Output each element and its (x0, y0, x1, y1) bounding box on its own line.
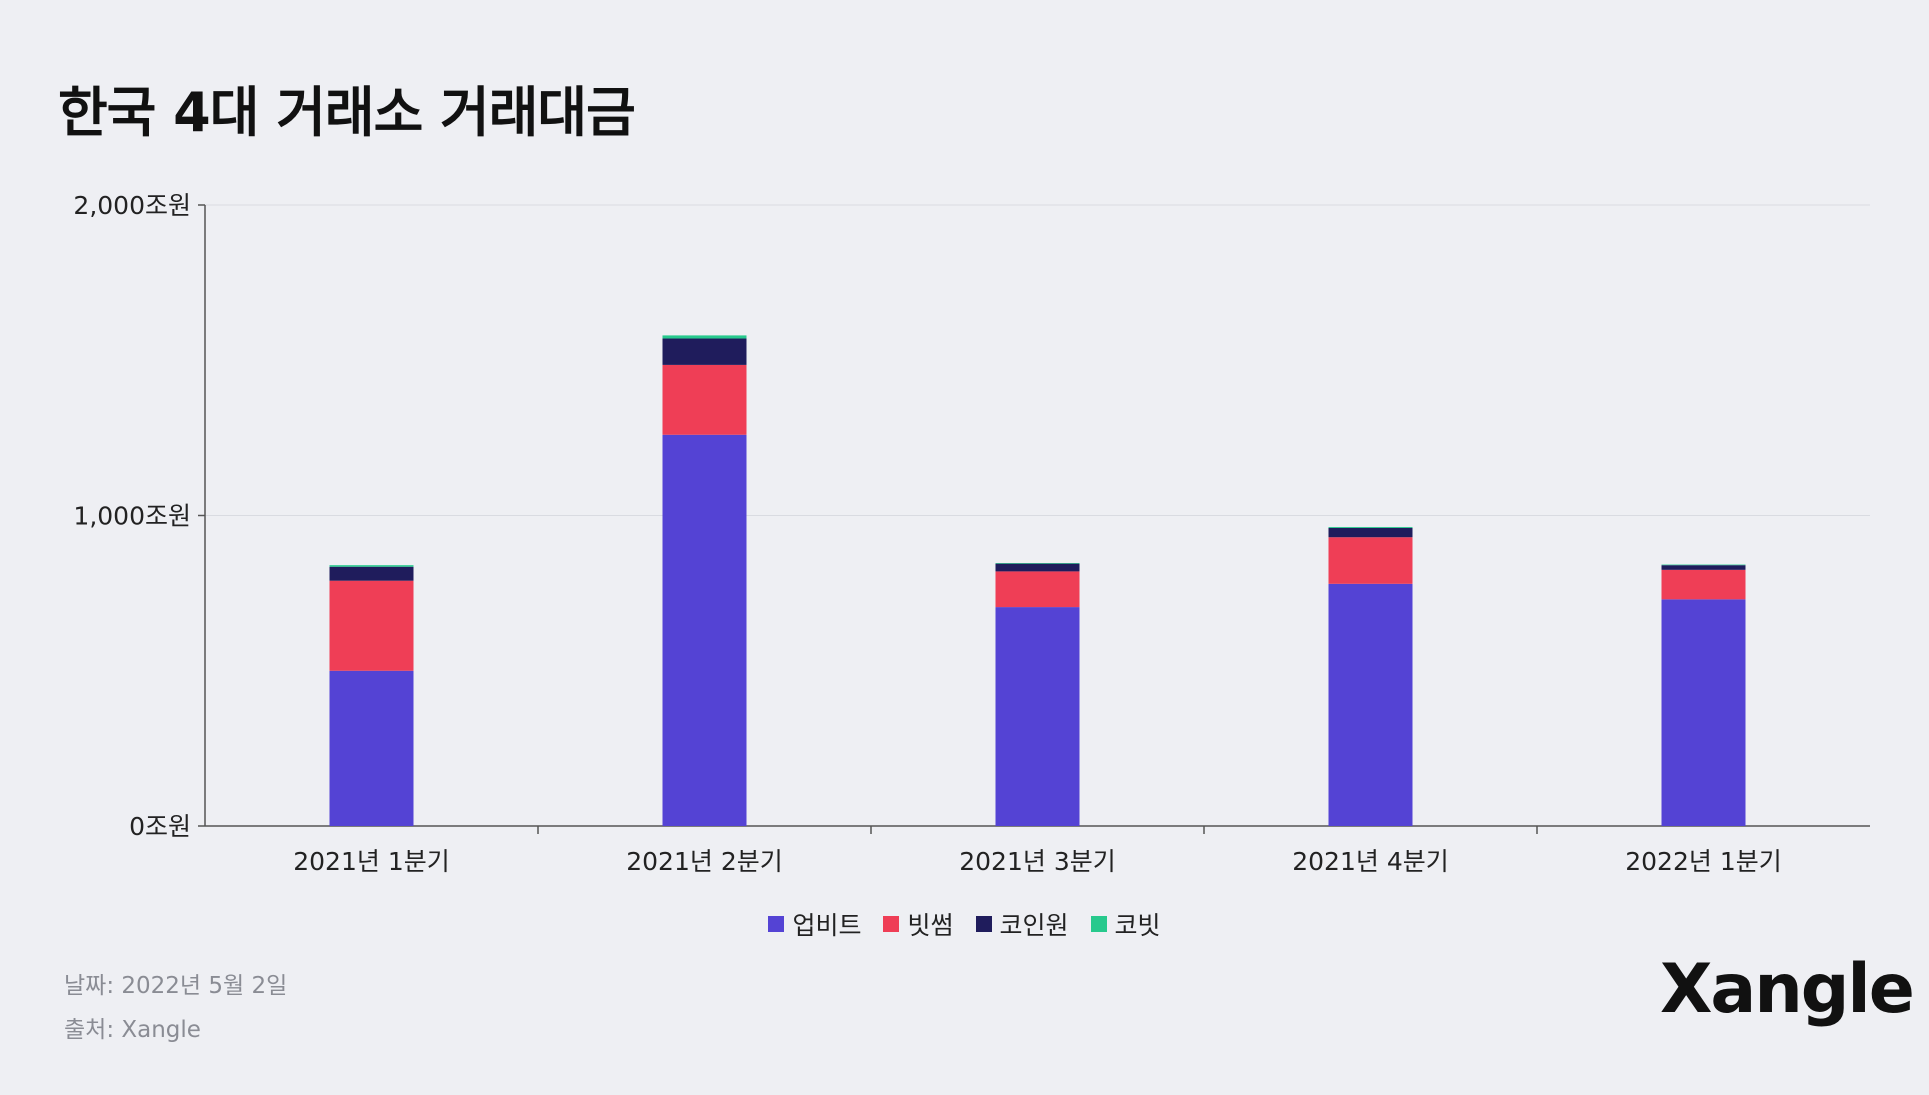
y-tick-label: 2,000조원 (73, 191, 191, 220)
bar-segment (1661, 564, 1746, 566)
legend-swatch (883, 916, 900, 932)
bar-segment (995, 563, 1080, 572)
y-tick-label: 0조원 (129, 812, 191, 841)
bar-segment (329, 566, 414, 581)
chart-legend: 업비트 빗썸 코인원 코빗 (0, 906, 1929, 942)
legend-swatch (768, 916, 785, 932)
legend-item: 빗썸 (883, 906, 954, 942)
legend-item: 코인원 (975, 906, 1069, 942)
legend-swatch (1090, 916, 1107, 932)
bar-segment (1328, 527, 1413, 538)
bar-segment (662, 434, 747, 826)
legend-item: 코빗 (1090, 906, 1161, 942)
x-tick-label: 2021년 3분기 (959, 847, 1115, 876)
bar-segment (662, 338, 747, 365)
chart-title: 한국 4대 거래소 거래대금 (58, 81, 636, 144)
legend-label: 코빗 (1114, 911, 1161, 940)
bar-segment (1661, 569, 1746, 600)
bar-segment (1328, 526, 1413, 528)
x-tick-label: 2021년 1분기 (293, 847, 449, 876)
x-tick-label: 2021년 2분기 (626, 847, 782, 876)
legend-label: 빗썸 (907, 911, 954, 940)
bar-segment (329, 670, 414, 826)
bar-segment (1661, 565, 1746, 570)
bar-segment (995, 571, 1080, 608)
legend-swatch (975, 916, 992, 932)
bar-segment (995, 563, 1080, 564)
footer-date: 날짜: 2022년 5월 2일 (64, 973, 288, 999)
legend-label: 코인원 (999, 911, 1069, 940)
x-tick-label: 2021년 4분기 (1292, 847, 1448, 876)
bar-segment (1661, 599, 1746, 826)
bar-segment (1328, 583, 1413, 826)
xangle-logo: Xangle (1660, 950, 1915, 1029)
bar-segment (662, 364, 747, 435)
footer-source: 출처: Xangle (64, 1017, 201, 1043)
bar-segment (995, 607, 1080, 826)
bar-segment (329, 580, 414, 671)
bar-segment (662, 335, 747, 339)
legend-item: 업비트 (768, 906, 861, 942)
x-tick-label: 2022년 1분기 (1625, 847, 1781, 876)
bar-segment (1328, 537, 1413, 584)
legend-label: 업비트 (792, 911, 862, 940)
y-tick-label: 1,000조원 (73, 502, 191, 531)
bar-segment (329, 565, 414, 567)
